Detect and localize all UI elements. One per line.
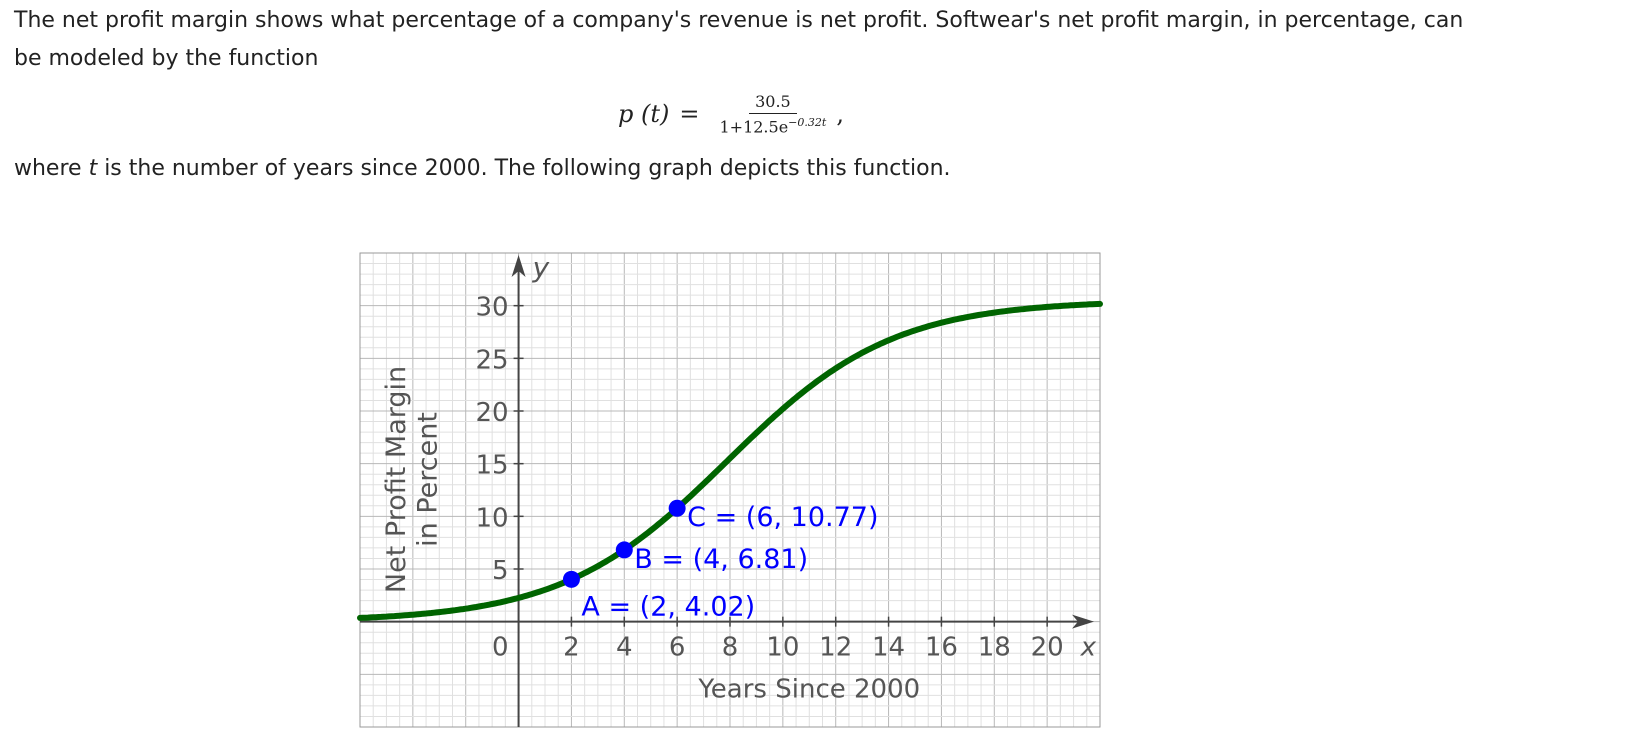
y-tick-label: 15	[475, 451, 508, 481]
formula-exponent: −0.32t	[788, 115, 827, 129]
profit-margin-curve	[357, 300, 1103, 621]
point-label-a: A = (2, 4.02)	[581, 591, 755, 622]
y-tick-label: 10	[475, 503, 508, 533]
formula-fraction: 30.5 1+12.5e−0.32t	[713, 92, 832, 136]
x-tick-label: 6	[669, 633, 686, 663]
y-axis-label-line2: in Percent	[413, 412, 444, 547]
formula-equals: =	[679, 100, 700, 128]
y-axis-name: y	[532, 251, 550, 284]
x-tick-label: 8	[722, 633, 739, 663]
x-tick-label: 20	[1031, 633, 1064, 663]
y-axis-label-line1: Net Profit Margin	[381, 366, 412, 593]
point-label-b: B = (4, 6.81)	[634, 544, 808, 575]
formula-lhs: p (t)	[618, 100, 670, 128]
profit-formula: p (t) = 30.5 1+12.5e−0.32t ,	[618, 88, 844, 140]
x-axis-arrow	[1072, 614, 1094, 629]
x-tick-label: 16	[925, 633, 958, 663]
plot-frame	[359, 252, 1101, 728]
formula-numerator: 30.5	[749, 92, 797, 114]
formula-denominator: 1+12.5e−0.32t	[713, 114, 832, 136]
where-text-before: where	[14, 156, 89, 181]
x-tick-label: 2	[563, 633, 580, 663]
y-tick-label: 20	[475, 398, 508, 428]
x-axis-name: x	[1080, 633, 1097, 663]
x-tick-label: 12	[819, 633, 852, 663]
x-tick-label: 18	[978, 633, 1011, 663]
where-paragraph: where t is the number of years since 200…	[14, 150, 951, 188]
y-tick-label: 30	[475, 293, 508, 323]
where-variable: t	[88, 156, 98, 181]
y-tick-label: 5	[492, 556, 509, 586]
y-axis-arrow	[511, 255, 526, 277]
where-text-after: is the number of years since 2000. The f…	[97, 156, 951, 181]
intro-paragraph: The net profit margin shows what percent…	[14, 8, 1464, 71]
point-b	[615, 541, 633, 559]
y-tick-label: 25	[475, 345, 508, 375]
x-tick-label: 4	[616, 633, 633, 663]
origin-label: 0	[492, 633, 509, 663]
formula-denominator-base: 1+12.5e	[719, 117, 789, 137]
x-axis-label: Years Since 2000	[697, 675, 920, 705]
point-label-c: C = (6, 10.77)	[687, 502, 878, 533]
x-tick-label: 10	[766, 633, 799, 663]
point-a	[562, 570, 580, 588]
x-tick-label: 14	[872, 633, 905, 663]
point-c	[668, 499, 686, 517]
formula-trailing-comma: ,	[836, 100, 844, 128]
